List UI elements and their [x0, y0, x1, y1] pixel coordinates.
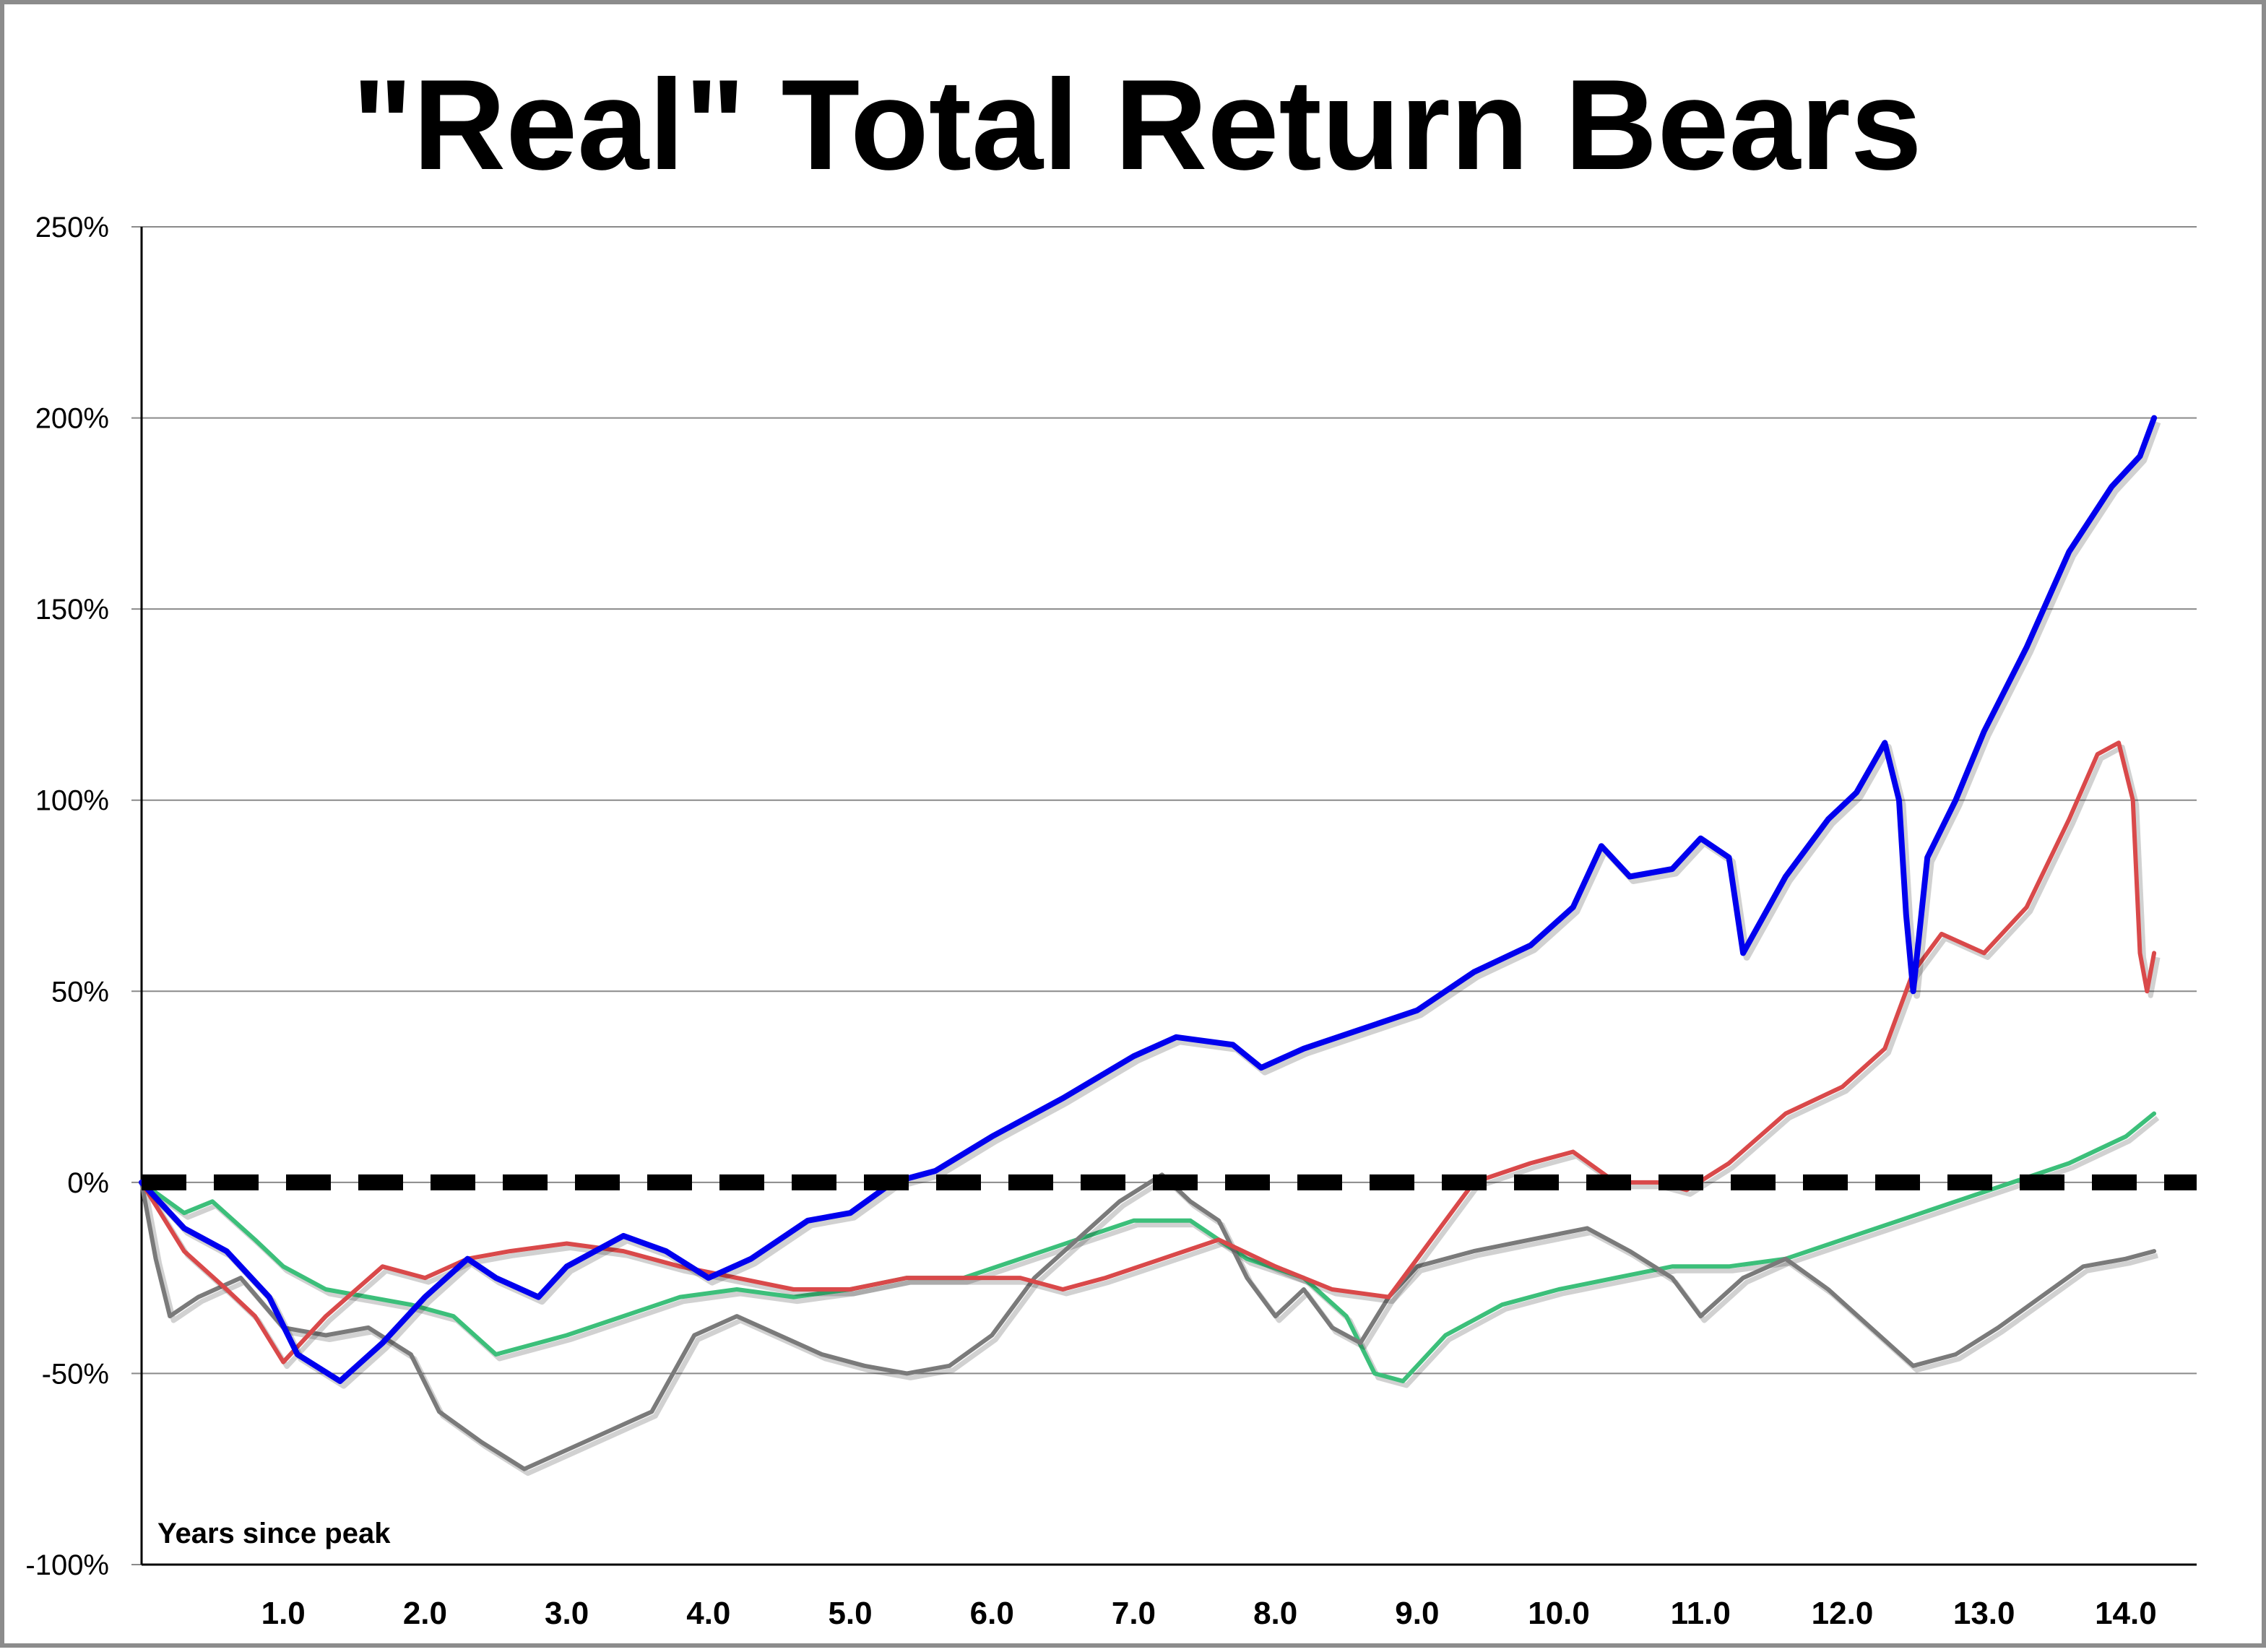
- series-line-shadow-2: [143, 1115, 2160, 1388]
- x-axis-label: Years since peak: [157, 1518, 391, 1549]
- x-tick-label: 5.0: [828, 1596, 872, 1631]
- y-axis: -100% -50% 0% 50% 100% 150% 200% 250%: [25, 212, 143, 1581]
- y-tick-label: 250%: [35, 212, 109, 243]
- y-tick-label: 50%: [51, 976, 109, 1008]
- y-tick-label: 100%: [35, 785, 109, 817]
- y-tick-label: -50%: [42, 1358, 109, 1390]
- x-tick-label: 13.0: [1953, 1596, 2015, 1631]
- x-tick-label: 7.0: [1112, 1596, 1156, 1631]
- series-line-2: [139, 1111, 2157, 1383]
- x-tick-label: 11.0: [1671, 1596, 1731, 1631]
- x-tick-label: 2.0: [403, 1596, 447, 1631]
- series-line-0: [139, 415, 2158, 1384]
- x-tick-label: 10.0: [1528, 1596, 1590, 1631]
- x-tick-label: 1.0: [261, 1596, 306, 1631]
- x-axis: 1.0 2.0 3.0 4.0 5.0 6.0 7.0 8.0 9.0 10.0 11.0 12.0 1…: [142, 1563, 2197, 1631]
- x-tick-label: 14.0: [2095, 1596, 2157, 1631]
- chart-title: "Real" Total Return Bears: [352, 53, 1921, 196]
- x-tick-label: 8.0: [1253, 1596, 1297, 1631]
- y-tick-label: -100%: [25, 1549, 109, 1581]
- x-tick-label: 3.0: [545, 1596, 589, 1631]
- chart: "Real" Total Return Bears -100% -50% 0% 50%…: [25, 53, 2197, 1631]
- series-group: [139, 415, 2161, 1476]
- y-tick-label: 150%: [35, 594, 109, 626]
- series-line-shadow-1: [143, 744, 2161, 1370]
- y-tick-label: 0%: [67, 1167, 109, 1199]
- x-tick-label: 12.0: [1812, 1596, 1874, 1631]
- x-tick-label: 9.0: [1395, 1596, 1439, 1631]
- x-tick-label: 6.0: [970, 1596, 1014, 1631]
- x-tick-label: 4.0: [686, 1596, 730, 1631]
- y-tick-label: 200%: [35, 403, 109, 435]
- gridlines: [131, 226, 2197, 1565]
